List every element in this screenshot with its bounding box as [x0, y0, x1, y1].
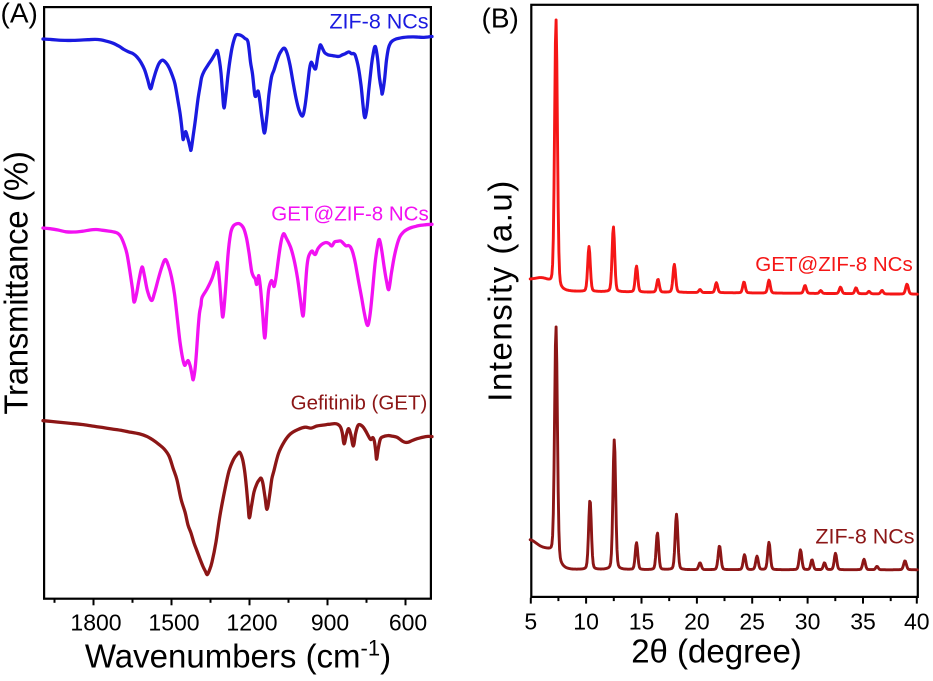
- svg-text:30: 30: [795, 608, 821, 634]
- svg-text:25: 25: [739, 608, 765, 634]
- svg-text:GET@ZIF-8 NCs: GET@ZIF-8 NCs: [755, 253, 912, 276]
- svg-text:1800: 1800: [70, 610, 121, 636]
- svg-text:(A): (A): [1, 0, 38, 29]
- svg-text:ZIF-8 NCs: ZIF-8 NCs: [815, 525, 914, 549]
- svg-text:10: 10: [573, 608, 599, 634]
- svg-text:35: 35: [850, 608, 876, 634]
- svg-text:Transmittance (%): Transmittance (%): [0, 151, 35, 414]
- svg-text:5: 5: [524, 608, 537, 634]
- svg-text:40: 40: [904, 608, 930, 634]
- svg-text:1200: 1200: [226, 610, 277, 636]
- svg-text:2θ (degree): 2θ (degree): [631, 632, 802, 669]
- svg-text:1500: 1500: [148, 610, 199, 636]
- svg-text:20: 20: [684, 608, 710, 634]
- svg-text:Wavenumbers (cm-1): Wavenumbers (cm-1): [85, 636, 391, 675]
- svg-text:(B): (B): [482, 2, 519, 33]
- svg-text:Intensity (a.u): Intensity (a.u): [482, 179, 519, 401]
- svg-text:Gefitinib (GET): Gefitinib (GET): [291, 392, 428, 415]
- svg-text:15: 15: [629, 608, 655, 634]
- svg-text:600: 600: [389, 610, 427, 636]
- svg-text:900: 900: [311, 610, 349, 636]
- svg-text:GET@ZIF-8 NCs: GET@ZIF-8 NCs: [271, 202, 428, 225]
- svg-text:ZIF-8 NCs: ZIF-8 NCs: [329, 10, 428, 34]
